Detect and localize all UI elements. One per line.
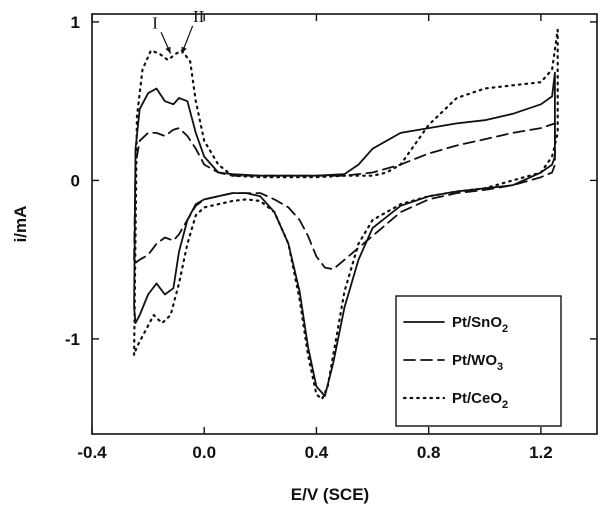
x-tick-label: -0.4 xyxy=(77,443,107,462)
legend-label-main: Pt/CeO xyxy=(452,390,502,407)
peak-label-2: II xyxy=(193,7,205,26)
series-line-pt-wo3 xyxy=(133,122,556,271)
peak-annotations: I II xyxy=(152,7,205,54)
series-lines xyxy=(133,28,559,401)
peak-label-1: I xyxy=(152,13,158,32)
series-line-pt-sno2 xyxy=(133,71,556,397)
annotation-arrowhead xyxy=(165,46,171,54)
x-tick-label: 0.8 xyxy=(417,443,441,462)
legend-box xyxy=(395,295,562,427)
y-tick-label: 0 xyxy=(71,171,80,190)
x-axis-label: E/V (SCE) xyxy=(291,485,369,504)
plot-frame xyxy=(91,13,598,435)
legend-label-3: Pt/CeO2 xyxy=(452,390,508,411)
legend-label-subscript: 2 xyxy=(502,399,508,411)
legend-label-2: Pt/WO3 xyxy=(452,352,503,373)
legend-label-main: Pt/WO xyxy=(452,352,497,369)
axis-ticks: -0.4 0.0 0.4 0.8 1.2 -1 0 1 xyxy=(65,13,597,462)
annotation-arrowhead xyxy=(181,46,187,54)
y-axis-label: i/mA xyxy=(11,206,30,243)
x-tick-label: 0.4 xyxy=(305,443,329,462)
y-tick-label: -1 xyxy=(65,330,80,349)
x-tick-label: 1.2 xyxy=(529,443,553,462)
legend-label-main: Pt/SnO xyxy=(452,314,502,331)
legend-label-subscript: 2 xyxy=(502,323,508,335)
x-tick-label: 0.0 xyxy=(192,443,216,462)
series-line-pt-ceo2 xyxy=(133,28,559,401)
y-tick-label: 1 xyxy=(71,13,80,32)
legend-label-1: Pt/SnO2 xyxy=(452,314,508,335)
legend-label-subscript: 3 xyxy=(497,361,503,373)
